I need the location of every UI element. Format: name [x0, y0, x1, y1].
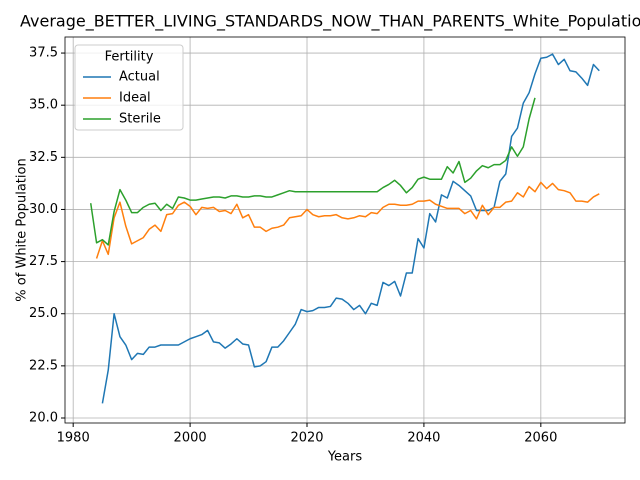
- y-axis-label: % of White Population: [15, 158, 30, 301]
- x-axis-label: Years: [327, 450, 363, 465]
- chart-title: Average_BETTER_LIVING_STANDARDS_NOW_THAN…: [20, 12, 640, 32]
- line-series: [89, 97, 536, 246]
- y-tick-label: 27.5: [29, 254, 58, 269]
- x-tick-label: 1980: [57, 431, 90, 446]
- legend: Fertility Actual Ideal Sterile: [74, 44, 184, 131]
- x-tick-label: 2060: [524, 431, 557, 446]
- y-tick-label: 25.0: [29, 306, 58, 321]
- y-tick-label: 20.0: [29, 410, 58, 425]
- legend-box: [74, 44, 184, 131]
- y-tick-label: 30.0: [29, 202, 58, 217]
- legend-label: Ideal: [119, 91, 151, 106]
- line-series: [101, 53, 600, 404]
- y-tick-label: 35.0: [29, 98, 58, 113]
- y-tick-label: 32.5: [29, 150, 58, 165]
- legend-title: Fertility: [105, 50, 154, 65]
- x-tick-label: 2000: [174, 431, 207, 446]
- legend-label: Actual: [119, 70, 160, 85]
- plot-frame: [64, 36, 626, 424]
- x-tick-label: 2040: [407, 431, 440, 446]
- x-tick-label: 2020: [290, 431, 323, 446]
- legend-label: Sterile: [119, 112, 161, 127]
- y-tick-label: 37.5: [29, 46, 58, 61]
- y-tick-label: 22.5: [29, 358, 58, 373]
- line-series: [95, 181, 600, 259]
